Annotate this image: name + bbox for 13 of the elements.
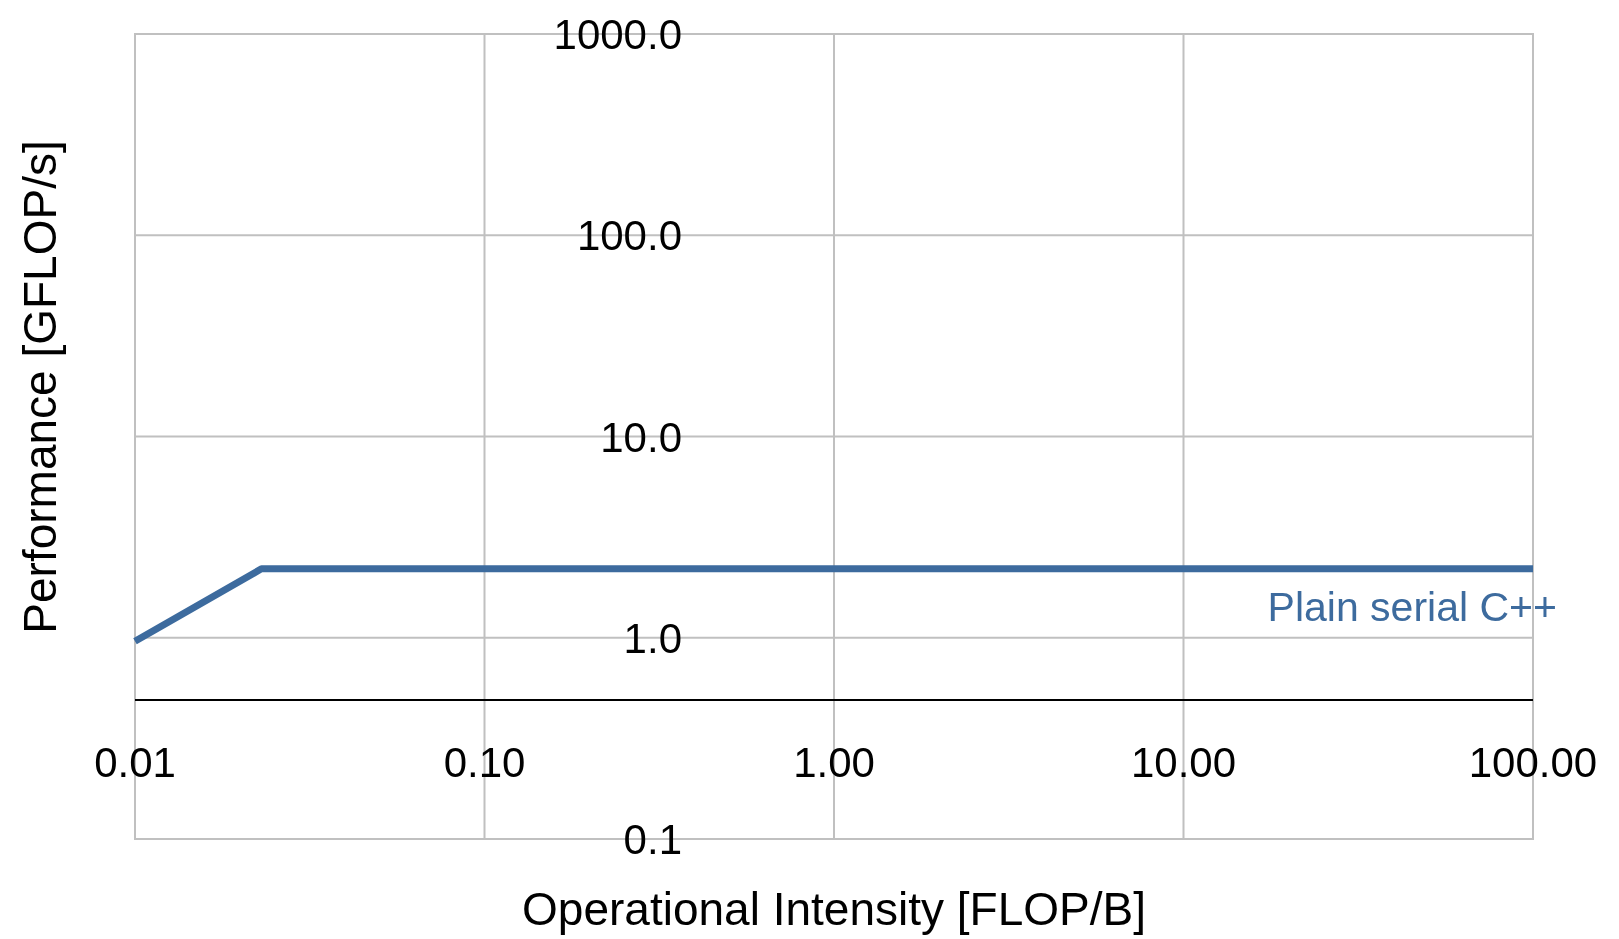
y-tick-label: 1000.0 <box>553 11 682 58</box>
y-tick-label: 100.0 <box>576 212 682 260</box>
y-tick-label: 0.1 <box>623 816 682 863</box>
x-axis-title: Operational Intensity [FLOP/B] <box>522 883 1146 935</box>
x-tick-label: 0.10 <box>443 739 526 786</box>
y-axis-title: Performance [GFLOP/s] <box>14 140 66 634</box>
series-label: Plain serial C++ <box>1267 583 1557 630</box>
x-tick-label: 100.00 <box>1468 739 1598 786</box>
y-tick-label: 10.0 <box>600 413 682 461</box>
y-tick-label: 1.0 <box>623 614 682 662</box>
x-tick-label: 10.00 <box>1130 739 1237 786</box>
x-tick-label: 0.01 <box>94 739 176 786</box>
x-tick-label: 1.00 <box>793 739 875 786</box>
